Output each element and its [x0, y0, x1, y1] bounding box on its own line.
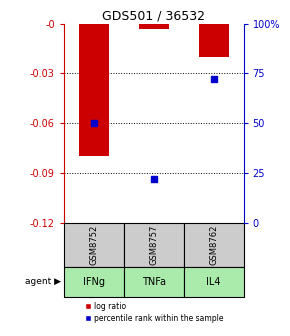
Text: TNFa: TNFa: [142, 277, 166, 287]
Bar: [79, 24, 109, 157]
Bar: [184, 223, 244, 267]
Bar: [124, 223, 184, 267]
Bar: [64, 267, 124, 297]
Text: IL4: IL4: [206, 277, 221, 287]
Text: GSM8752: GSM8752: [89, 225, 98, 265]
Text: IFNg: IFNg: [83, 277, 105, 287]
Text: GSM8757: GSM8757: [149, 225, 158, 265]
Bar: [64, 223, 124, 267]
Bar: [139, 24, 169, 29]
Bar: [124, 267, 184, 297]
Title: GDS501 / 36532: GDS501 / 36532: [102, 9, 205, 23]
Bar: [184, 267, 244, 297]
Text: agent ▶: agent ▶: [25, 277, 61, 286]
Bar: [199, 24, 229, 57]
Legend: log ratio, percentile rank within the sample: log ratio, percentile rank within the sa…: [82, 299, 227, 326]
Text: GSM8762: GSM8762: [209, 225, 218, 265]
